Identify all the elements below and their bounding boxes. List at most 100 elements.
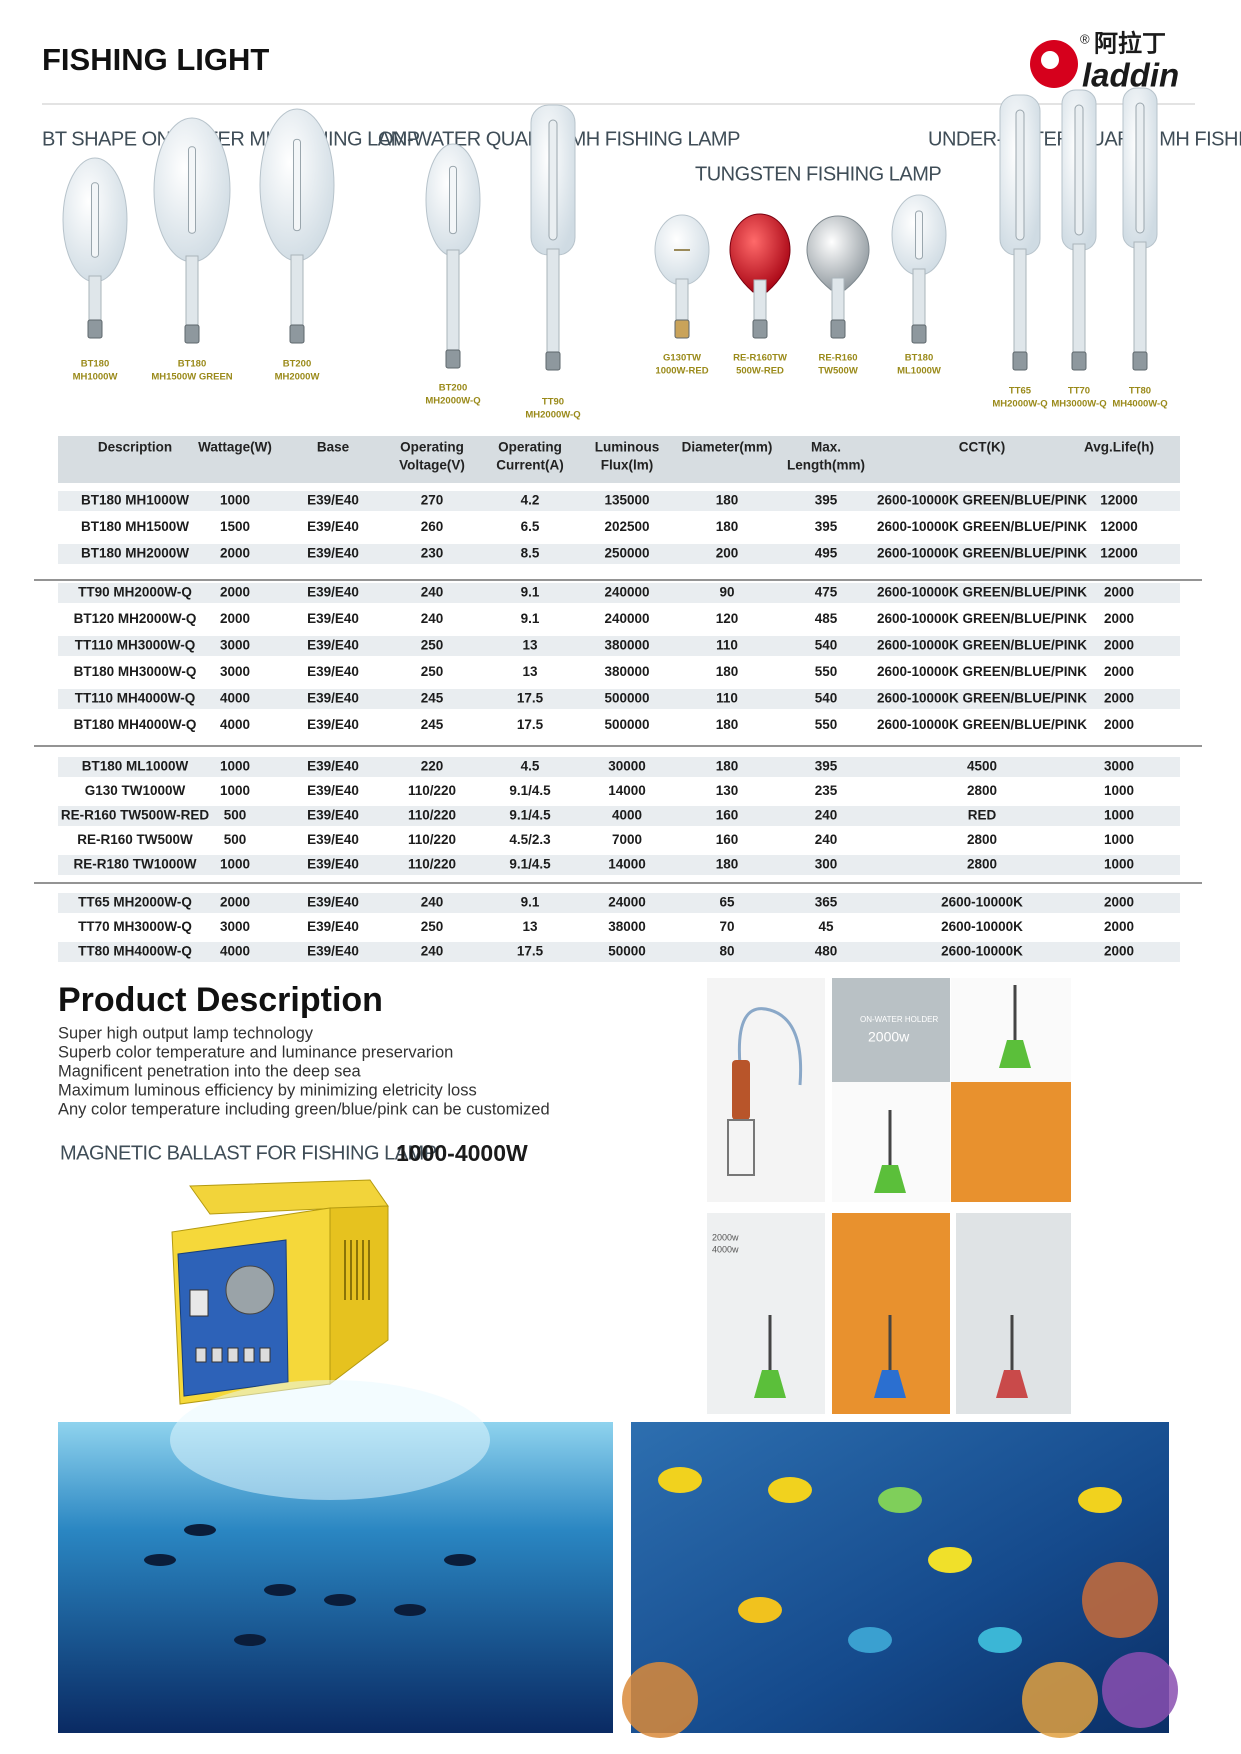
description-line: Maximum luminous efficiency by minimizin… <box>58 1081 477 1099</box>
lamp-arc-tube <box>915 210 923 260</box>
table-cell: 475 <box>815 585 838 600</box>
table-cell: 260 <box>421 519 444 534</box>
table-cell: 110/220 <box>408 783 456 798</box>
table-cell: 250 <box>421 638 444 653</box>
table-cell: 4000 <box>220 717 250 732</box>
table-cell: 240 <box>421 611 444 626</box>
table-row-band <box>58 855 1180 875</box>
table-cell: 500 <box>224 832 247 847</box>
fish-silhouette <box>144 1554 176 1566</box>
table-cell: 540 <box>815 691 838 706</box>
table-cell: 9.1/4.5 <box>509 783 551 798</box>
lantern-cap <box>732 1060 750 1120</box>
table-cell: 45 <box>818 919 834 934</box>
table-cell: 1000 <box>1104 808 1134 823</box>
lamp-neck <box>675 278 689 323</box>
table-cell: RED <box>968 808 997 823</box>
table-cell: 240000 <box>604 585 649 600</box>
reef-fish <box>658 1467 702 1493</box>
table-cell: 240 <box>815 832 838 847</box>
lamp-spec: 1000W-RED <box>655 366 708 377</box>
table-header: Operating <box>498 440 562 455</box>
table-cell: 2000 <box>1104 717 1134 732</box>
lamp-spec: MH2000W-Q <box>525 410 580 421</box>
accessory-label: 2000w <box>712 1232 739 1242</box>
table-cell: 500000 <box>604 691 649 706</box>
table-cell: 235 <box>815 783 838 798</box>
table-row-band <box>58 491 1180 511</box>
holder-body <box>874 1165 906 1193</box>
lamp-neck <box>1072 243 1086 355</box>
table-cell: 300 <box>815 857 838 872</box>
table-cell: 110 <box>716 691 738 706</box>
lamp-model: BT180 <box>81 359 110 370</box>
table-cell: 180 <box>716 717 739 732</box>
table-cell: 202500 <box>604 519 649 534</box>
page-title: FISHING LIGHT <box>42 42 269 77</box>
table-row-band <box>58 806 1180 826</box>
lantern-cage <box>727 1119 755 1176</box>
table-cell: E39/E40 <box>307 546 359 561</box>
table-cell: 380000 <box>604 664 649 679</box>
table-cell: 2600-10000K <box>941 895 1023 910</box>
lamp-neck <box>831 277 845 323</box>
fish-silhouette <box>444 1554 476 1566</box>
table-header: Avg.Life(h) <box>1084 440 1154 455</box>
table-cell: E39/E40 <box>307 611 359 626</box>
table-row-band <box>58 942 1180 962</box>
table-cell: 4.2 <box>521 493 540 508</box>
lamp-model: G130TW <box>663 353 701 364</box>
table-cell: 480 <box>815 944 838 959</box>
table-cell: 12000 <box>1100 493 1138 508</box>
table-header: Operating <box>400 440 464 455</box>
table-cell: 395 <box>815 493 838 508</box>
lamp-spec: MH2000W-Q <box>992 399 1047 410</box>
table-header: Base <box>317 440 350 455</box>
table-cell: 50000 <box>608 944 646 959</box>
table-cell: E39/E40 <box>307 895 359 910</box>
coral <box>1082 1562 1158 1638</box>
table-header: Current(A) <box>496 458 564 473</box>
table-cell: TT110 MH4000W-Q <box>75 691 196 706</box>
table-cell: 250 <box>421 664 444 679</box>
ballast-switch <box>189 1289 209 1317</box>
table-cell: 540 <box>815 638 838 653</box>
table-cell: 380000 <box>604 638 649 653</box>
table-cell: 1000 <box>220 857 250 872</box>
lamp-model: TT70 <box>1068 386 1090 397</box>
logo-registered: ® <box>1080 31 1090 46</box>
table-cell: 9.1 <box>521 585 540 600</box>
ballast-terminal <box>195 1347 207 1363</box>
description-line: Super high output lamp technology <box>58 1024 314 1042</box>
table-cell: 180 <box>716 759 739 774</box>
table-cell: 2000 <box>220 585 250 600</box>
table-cell: 2000 <box>1104 691 1134 706</box>
lamp-spec: MH3000W-Q <box>1051 399 1106 410</box>
table-cell: 9.1 <box>521 895 540 910</box>
accessory-photo <box>707 978 825 1202</box>
table-cell: 2000 <box>1104 638 1134 653</box>
lamp-base <box>674 319 690 339</box>
table-cell: 2600-10000K GREEN/BLUE/PINK <box>877 611 1087 626</box>
table-cell: TT65 MH2000W-Q <box>78 895 192 910</box>
lamp-spec: MH1500W GREEN <box>151 372 232 383</box>
table-row-band <box>58 636 1180 656</box>
lantern-cable <box>737 1007 803 1086</box>
table-cell: 550 <box>815 717 838 732</box>
lamp-model: BT180 <box>905 353 934 364</box>
table-cell: 180 <box>716 857 739 872</box>
table-cell: 9.1/4.5 <box>509 857 551 872</box>
table-cell: 245 <box>421 691 444 706</box>
reef-fish <box>738 1597 782 1623</box>
lamp-base <box>289 324 305 344</box>
table-cell: 180 <box>716 664 739 679</box>
table-cell: 180 <box>716 493 739 508</box>
lamp-neck <box>88 275 102 323</box>
table-cell: E39/E40 <box>307 664 359 679</box>
logo-chinese: 阿拉丁 <box>1094 29 1166 57</box>
table-cell: 9.1/4.5 <box>509 808 551 823</box>
table-cell: 395 <box>815 759 838 774</box>
table-cell: RE-R160 TW500W <box>77 832 193 847</box>
table-cell: 2800 <box>967 857 997 872</box>
